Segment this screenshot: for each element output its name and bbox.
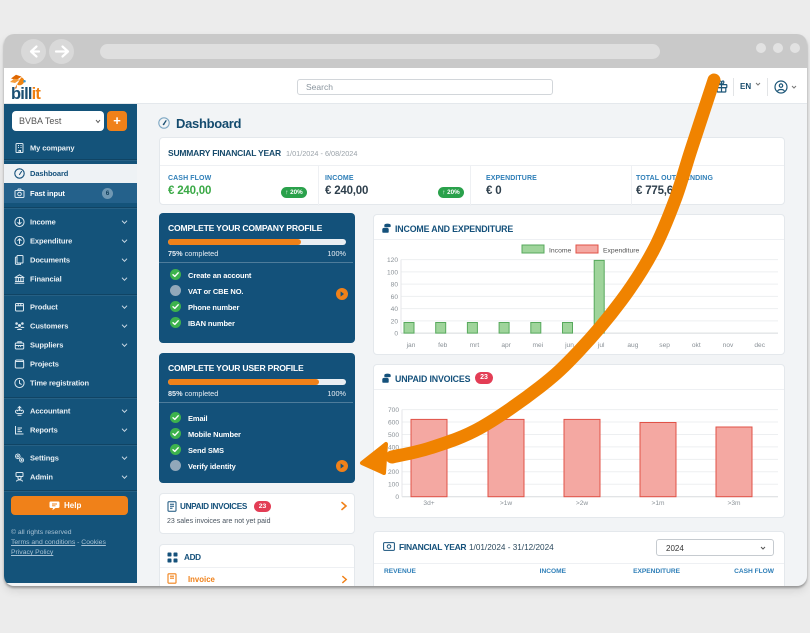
- svg-text:mei: mei: [532, 342, 543, 349]
- svg-text:>3m: >3m: [727, 500, 741, 507]
- svg-text:billit: billit: [11, 85, 41, 102]
- svg-text:okt: okt: [692, 342, 701, 349]
- svg-text:500: 500: [388, 432, 399, 439]
- svg-text:jan: jan: [406, 342, 416, 349]
- svg-text:dec: dec: [754, 342, 765, 349]
- svg-text:>1w: >1w: [500, 500, 513, 507]
- svg-text:60: 60: [391, 294, 399, 301]
- svg-text:Expenditure: Expenditure: [603, 248, 639, 255]
- svg-text:apr: apr: [501, 342, 511, 349]
- svg-text:0: 0: [395, 494, 399, 501]
- svg-text:aug: aug: [627, 342, 638, 349]
- svg-text:100: 100: [387, 269, 398, 276]
- svg-text:700: 700: [388, 407, 399, 414]
- svg-text:3d+: 3d+: [423, 500, 434, 507]
- svg-text:40: 40: [391, 306, 399, 313]
- svg-text:200: 200: [388, 469, 399, 476]
- svg-text:>2w: >2w: [576, 500, 589, 507]
- svg-text:jul: jul: [597, 342, 605, 349]
- svg-text:jun: jun: [564, 342, 574, 349]
- svg-text:>1m: >1m: [651, 500, 665, 507]
- svg-text:120: 120: [387, 257, 398, 264]
- svg-text:feb: feb: [438, 342, 447, 349]
- svg-text:mrt: mrt: [470, 342, 480, 349]
- svg-text:80: 80: [391, 282, 399, 289]
- svg-text:300: 300: [388, 457, 399, 464]
- svg-text:20: 20: [391, 318, 399, 325]
- svg-text:Income: Income: [549, 248, 572, 255]
- svg-text:400: 400: [388, 444, 399, 451]
- svg-text:0: 0: [394, 331, 398, 338]
- svg-text:600: 600: [388, 419, 399, 426]
- svg-text:nov: nov: [723, 342, 734, 349]
- svg-text:100: 100: [388, 482, 399, 489]
- svg-text:sep: sep: [659, 342, 670, 349]
